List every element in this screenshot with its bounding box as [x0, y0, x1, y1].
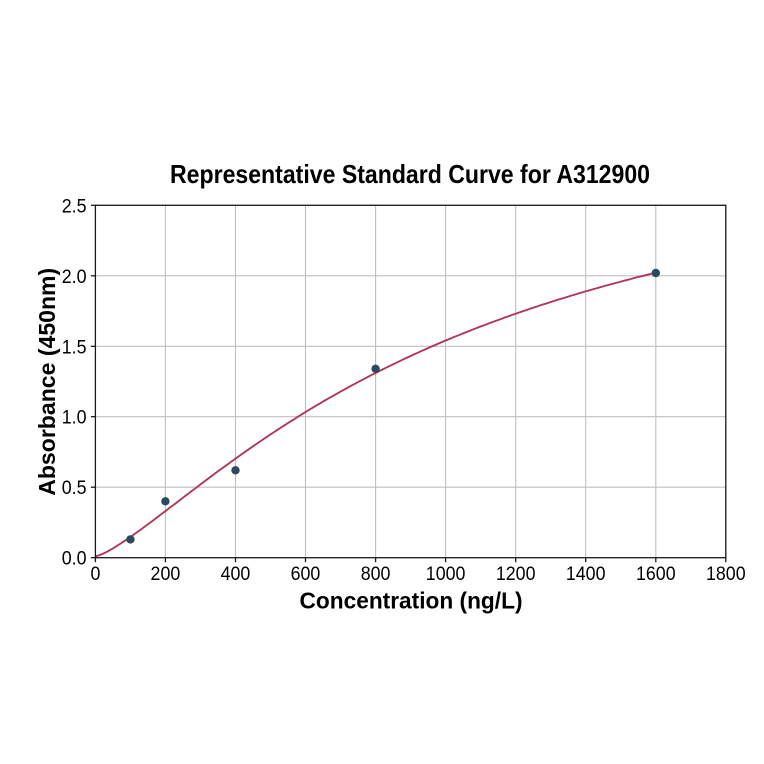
svg-text:1200: 1200 [496, 563, 536, 585]
svg-text:2.0: 2.0 [62, 266, 87, 288]
svg-text:1.5: 1.5 [62, 336, 87, 358]
svg-text:2.5: 2.5 [62, 195, 87, 217]
svg-text:1800: 1800 [706, 563, 746, 585]
svg-text:1400: 1400 [566, 563, 606, 585]
svg-text:800: 800 [361, 563, 391, 585]
svg-text:0: 0 [90, 563, 100, 585]
svg-text:600: 600 [291, 563, 321, 585]
svg-text:Concentration (ng/L): Concentration (ng/L) [300, 588, 523, 614]
svg-text:0.0: 0.0 [62, 548, 87, 570]
svg-text:0.5: 0.5 [62, 477, 87, 499]
svg-text:1000: 1000 [426, 563, 466, 585]
svg-text:Absorbance (450nm): Absorbance (450nm) [34, 268, 60, 496]
svg-text:200: 200 [151, 563, 181, 585]
svg-text:1.0: 1.0 [62, 407, 87, 429]
svg-text:Representative Standard Curve: Representative Standard Curve for A31290… [170, 159, 650, 189]
svg-text:1600: 1600 [636, 563, 676, 585]
svg-text:400: 400 [221, 563, 251, 585]
